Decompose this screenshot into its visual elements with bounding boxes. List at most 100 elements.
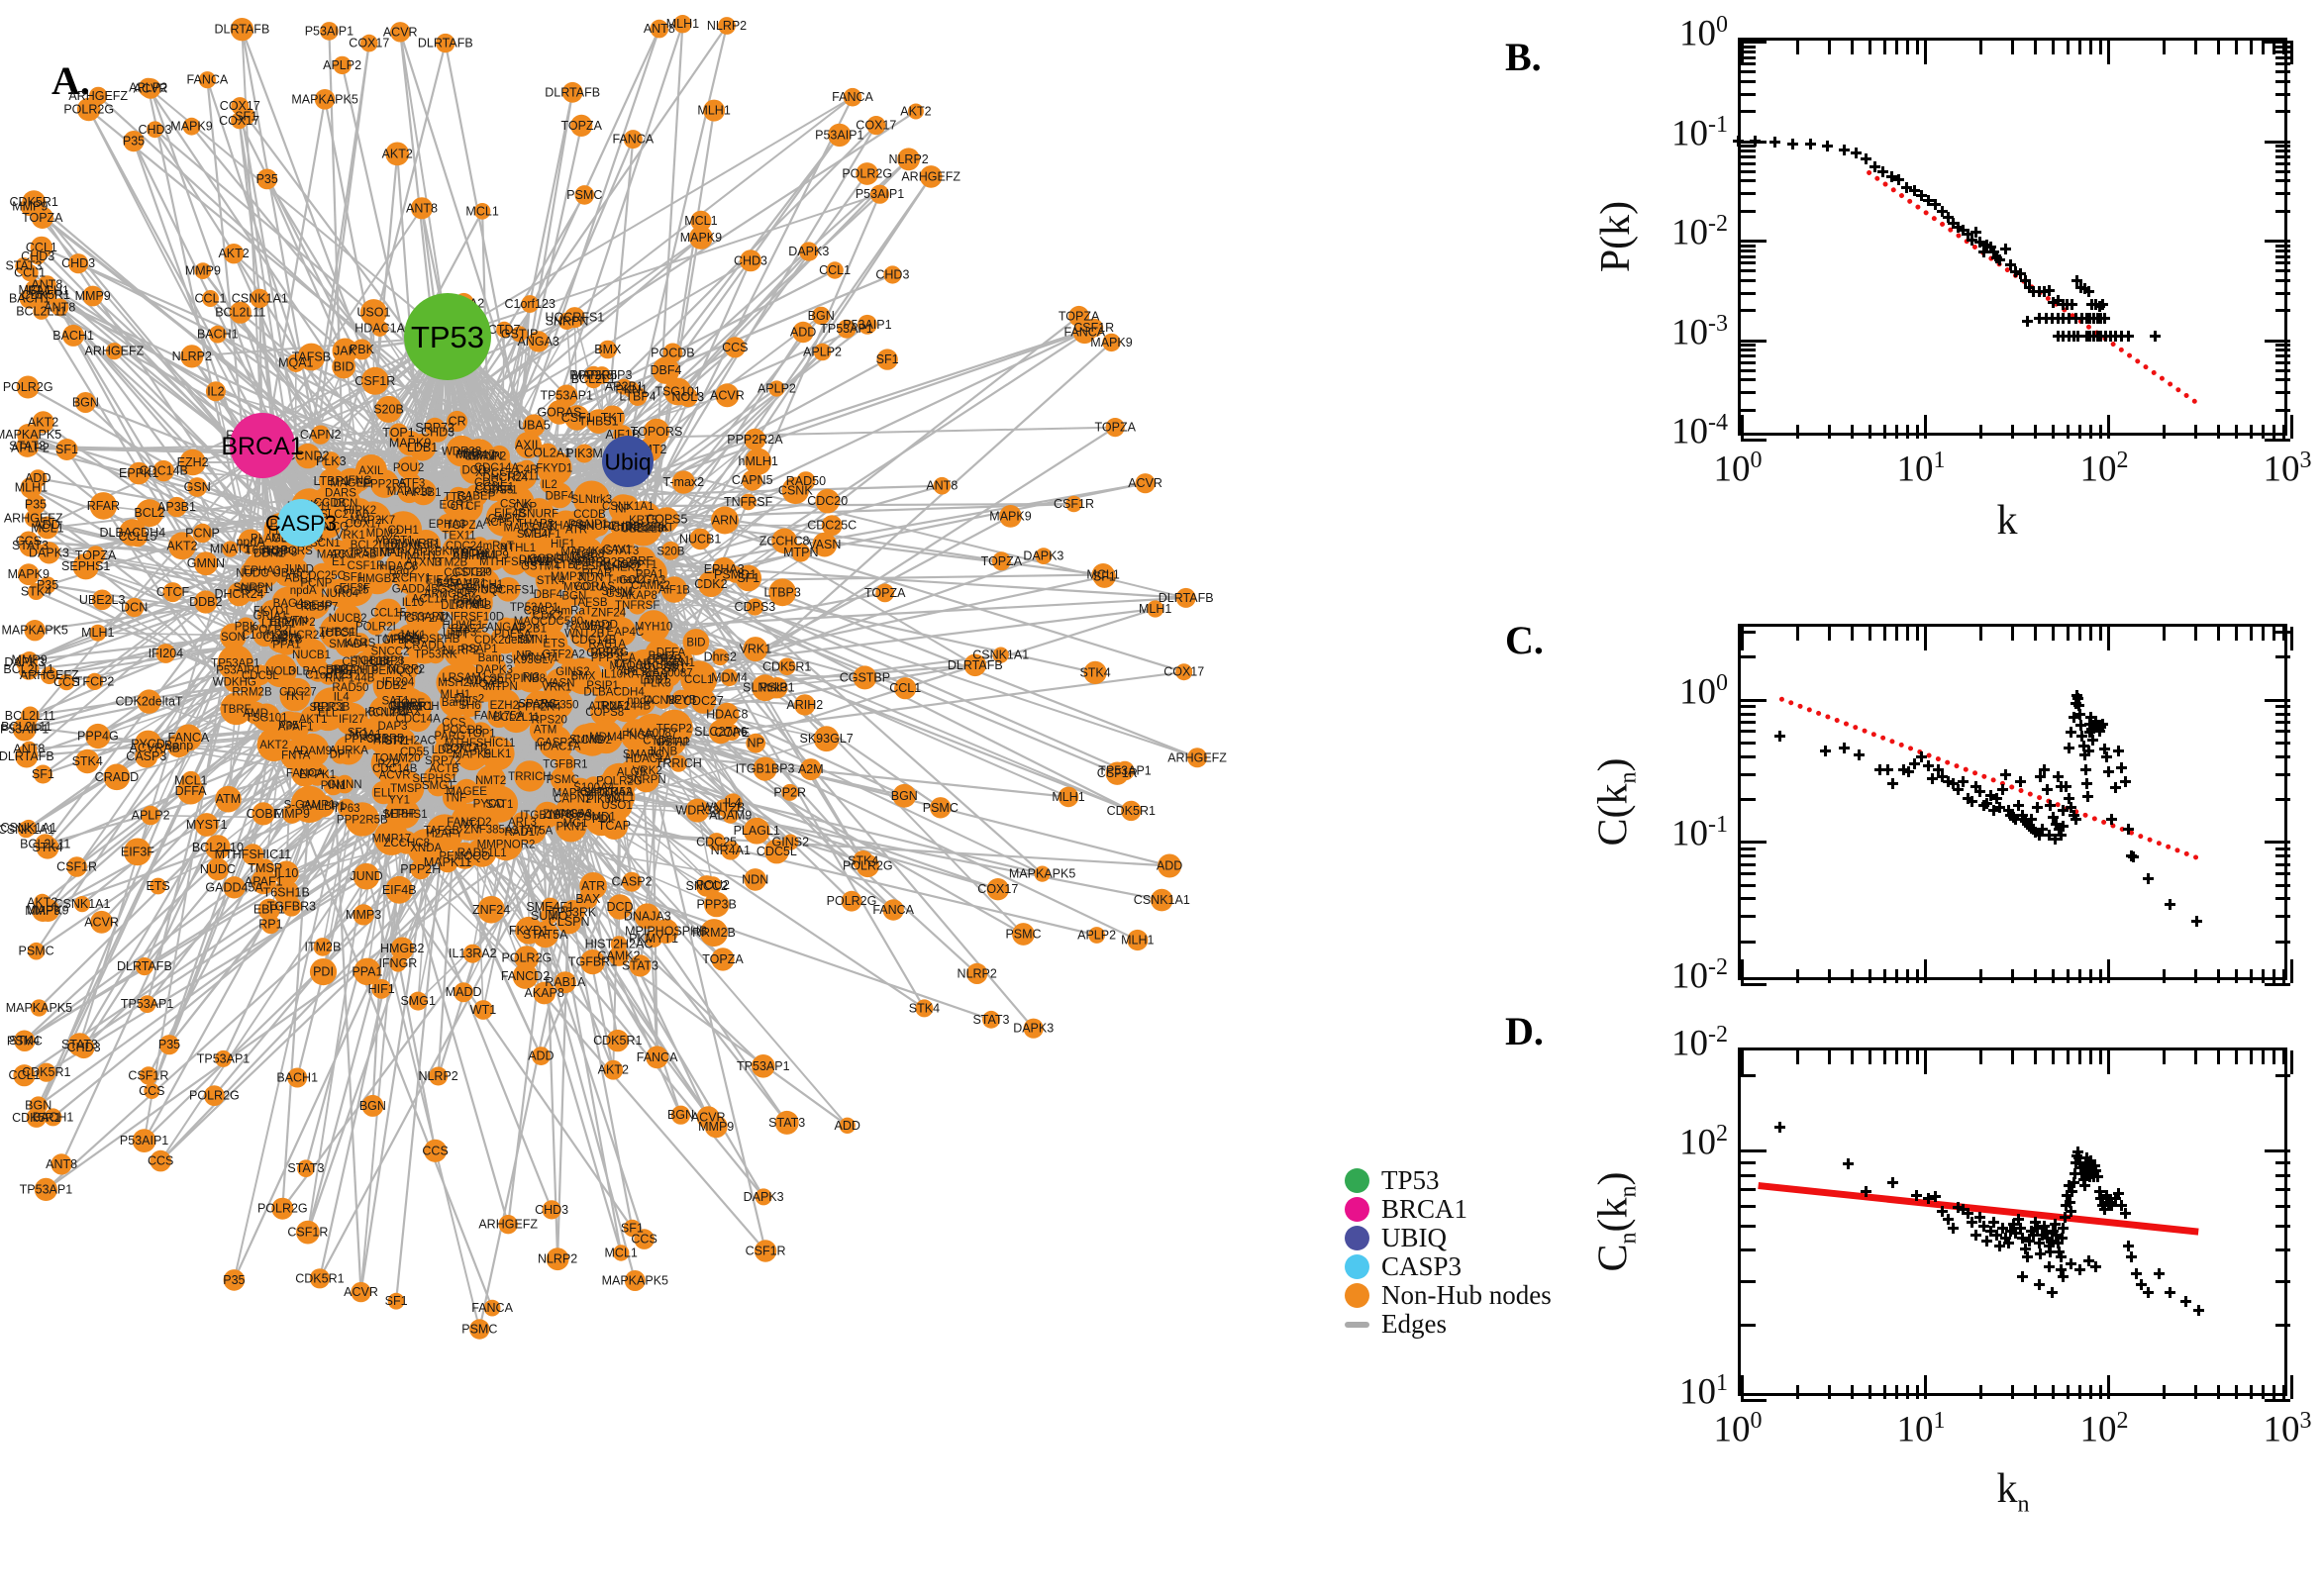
network-node[interactable] bbox=[473, 788, 504, 819]
network-node[interactable] bbox=[682, 629, 710, 655]
network-node-label: CSNK1A1 bbox=[0, 823, 54, 837]
network-node[interactable] bbox=[411, 530, 442, 559]
network-node[interactable] bbox=[671, 689, 691, 709]
panel-letter-b: B. bbox=[1505, 35, 1542, 79]
network-node-label: IFI27 bbox=[339, 714, 364, 726]
x-axis-tick bbox=[2034, 425, 2038, 439]
x-axis-tick bbox=[2162, 1050, 2166, 1064]
network-node[interactable] bbox=[450, 662, 480, 692]
x-axis-tick bbox=[2011, 1385, 2015, 1399]
y-axis-tick bbox=[1741, 349, 1756, 352]
network-node-label: POLR2G bbox=[257, 1202, 308, 1216]
network-node[interactable] bbox=[466, 838, 497, 867]
network-node[interactable] bbox=[495, 577, 521, 602]
x-axis-tick bbox=[2107, 41, 2110, 64]
y-axis-tick bbox=[2275, 1324, 2290, 1328]
network-node[interactable] bbox=[550, 766, 575, 792]
y-axis-tick bbox=[2265, 698, 2290, 702]
network-node-label: POLR2G bbox=[63, 103, 114, 117]
y-axis-tick bbox=[2275, 209, 2290, 213]
network-node-label: ADD bbox=[834, 1119, 859, 1133]
network-node-label: C1orf123 bbox=[305, 670, 352, 682]
network-node-label: PSMC bbox=[19, 945, 54, 958]
network-node-label: TAFSB bbox=[292, 350, 331, 364]
network-node[interactable] bbox=[442, 784, 468, 811]
network-node[interactable] bbox=[427, 773, 450, 797]
y-axis-tick bbox=[1741, 772, 1756, 776]
y-axis-tick bbox=[2275, 705, 2290, 709]
x-axis-tick bbox=[1882, 969, 1886, 983]
network-node[interactable] bbox=[263, 653, 297, 688]
network-node[interactable] bbox=[637, 610, 670, 643]
network-node[interactable] bbox=[680, 660, 718, 698]
x-axis-tick bbox=[2194, 1050, 2198, 1064]
network-node-label: CCL1 bbox=[195, 292, 227, 306]
network-node[interactable] bbox=[475, 764, 506, 796]
y-axis-tick bbox=[2275, 45, 2290, 49]
network-node-label: TGFB1 bbox=[449, 599, 485, 611]
network-node-label: GAPN bbox=[488, 514, 521, 526]
network-node-label: P35 bbox=[278, 721, 298, 733]
network-node-label: CR bbox=[449, 415, 466, 429]
network-node[interactable] bbox=[386, 629, 409, 651]
network-node[interactable] bbox=[365, 543, 385, 562]
network-node[interactable] bbox=[397, 478, 422, 504]
network-node-label: NOL3 bbox=[265, 665, 295, 677]
x-axis-tick bbox=[2217, 41, 2221, 54]
x-axis-tick bbox=[2052, 1385, 2056, 1399]
network-node[interactable] bbox=[540, 630, 568, 657]
x-axis-tick bbox=[1882, 425, 1886, 439]
network-node[interactable] bbox=[312, 795, 335, 818]
network-node-label: STK4 bbox=[21, 585, 51, 599]
network-node-label: CCS bbox=[139, 1084, 164, 1098]
network-node-label: ATR bbox=[581, 879, 605, 893]
network-node-label: RFAR bbox=[87, 499, 120, 513]
network-node[interactable] bbox=[330, 744, 352, 764]
network-node-label: BMX bbox=[594, 343, 622, 356]
x-axis-tick bbox=[2249, 425, 2253, 439]
network-node[interactable] bbox=[489, 827, 523, 861]
network-node-label: FANCD2 bbox=[501, 969, 550, 983]
x-axis-tick bbox=[2078, 1050, 2082, 1064]
x-tick-label: 101 bbox=[1896, 1408, 1946, 1450]
network-node-label: CAPN5 bbox=[732, 473, 773, 487]
network-node[interactable] bbox=[370, 469, 399, 498]
network-node-label: DPT bbox=[330, 748, 353, 760]
y-tick-label-top: 10-2 bbox=[1671, 1022, 1728, 1064]
x-axis-tick bbox=[1895, 1050, 1899, 1064]
y-axis-tick bbox=[2275, 344, 2290, 348]
y-axis-tick bbox=[2275, 378, 2290, 382]
network-node[interactable] bbox=[589, 720, 623, 754]
y-axis-tick bbox=[2275, 92, 2290, 96]
y-axis-tick bbox=[2275, 940, 2290, 944]
x-axis-tick bbox=[2098, 1050, 2102, 1064]
network-node-label: CCL15 bbox=[334, 585, 369, 597]
network-node-label: IL2 bbox=[542, 479, 557, 491]
x-axis-tick bbox=[1978, 425, 1982, 439]
x-axis-tick bbox=[2162, 1385, 2166, 1399]
network-node[interactable] bbox=[284, 677, 312, 706]
network-node[interactable] bbox=[489, 476, 517, 503]
network-node[interactable] bbox=[324, 547, 354, 576]
y-axis-tick bbox=[1741, 155, 1756, 159]
x-axis-tick bbox=[2235, 627, 2239, 641]
network-node[interactable] bbox=[306, 762, 330, 786]
network-node[interactable] bbox=[486, 703, 512, 728]
network-node[interactable] bbox=[397, 455, 420, 479]
x-axis-tick bbox=[1868, 425, 1872, 439]
network-node[interactable] bbox=[540, 474, 559, 494]
network-node-label: IFI204 bbox=[149, 647, 183, 660]
network-node[interactable] bbox=[514, 760, 546, 792]
y-axis-tick bbox=[1741, 309, 1756, 313]
x-axis-tick bbox=[2107, 1375, 2110, 1399]
network-node-label: P53AIP1 bbox=[120, 1134, 168, 1147]
network-node[interactable] bbox=[660, 576, 688, 603]
y-axis-tick bbox=[2275, 278, 2290, 282]
network-node[interactable] bbox=[373, 820, 409, 855]
network-node[interactable] bbox=[661, 541, 680, 560]
network-node[interactable] bbox=[456, 686, 482, 711]
network-node-label: CCS bbox=[148, 1154, 173, 1168]
network-node[interactable] bbox=[460, 815, 479, 834]
y-axis-tick bbox=[2275, 309, 2290, 313]
